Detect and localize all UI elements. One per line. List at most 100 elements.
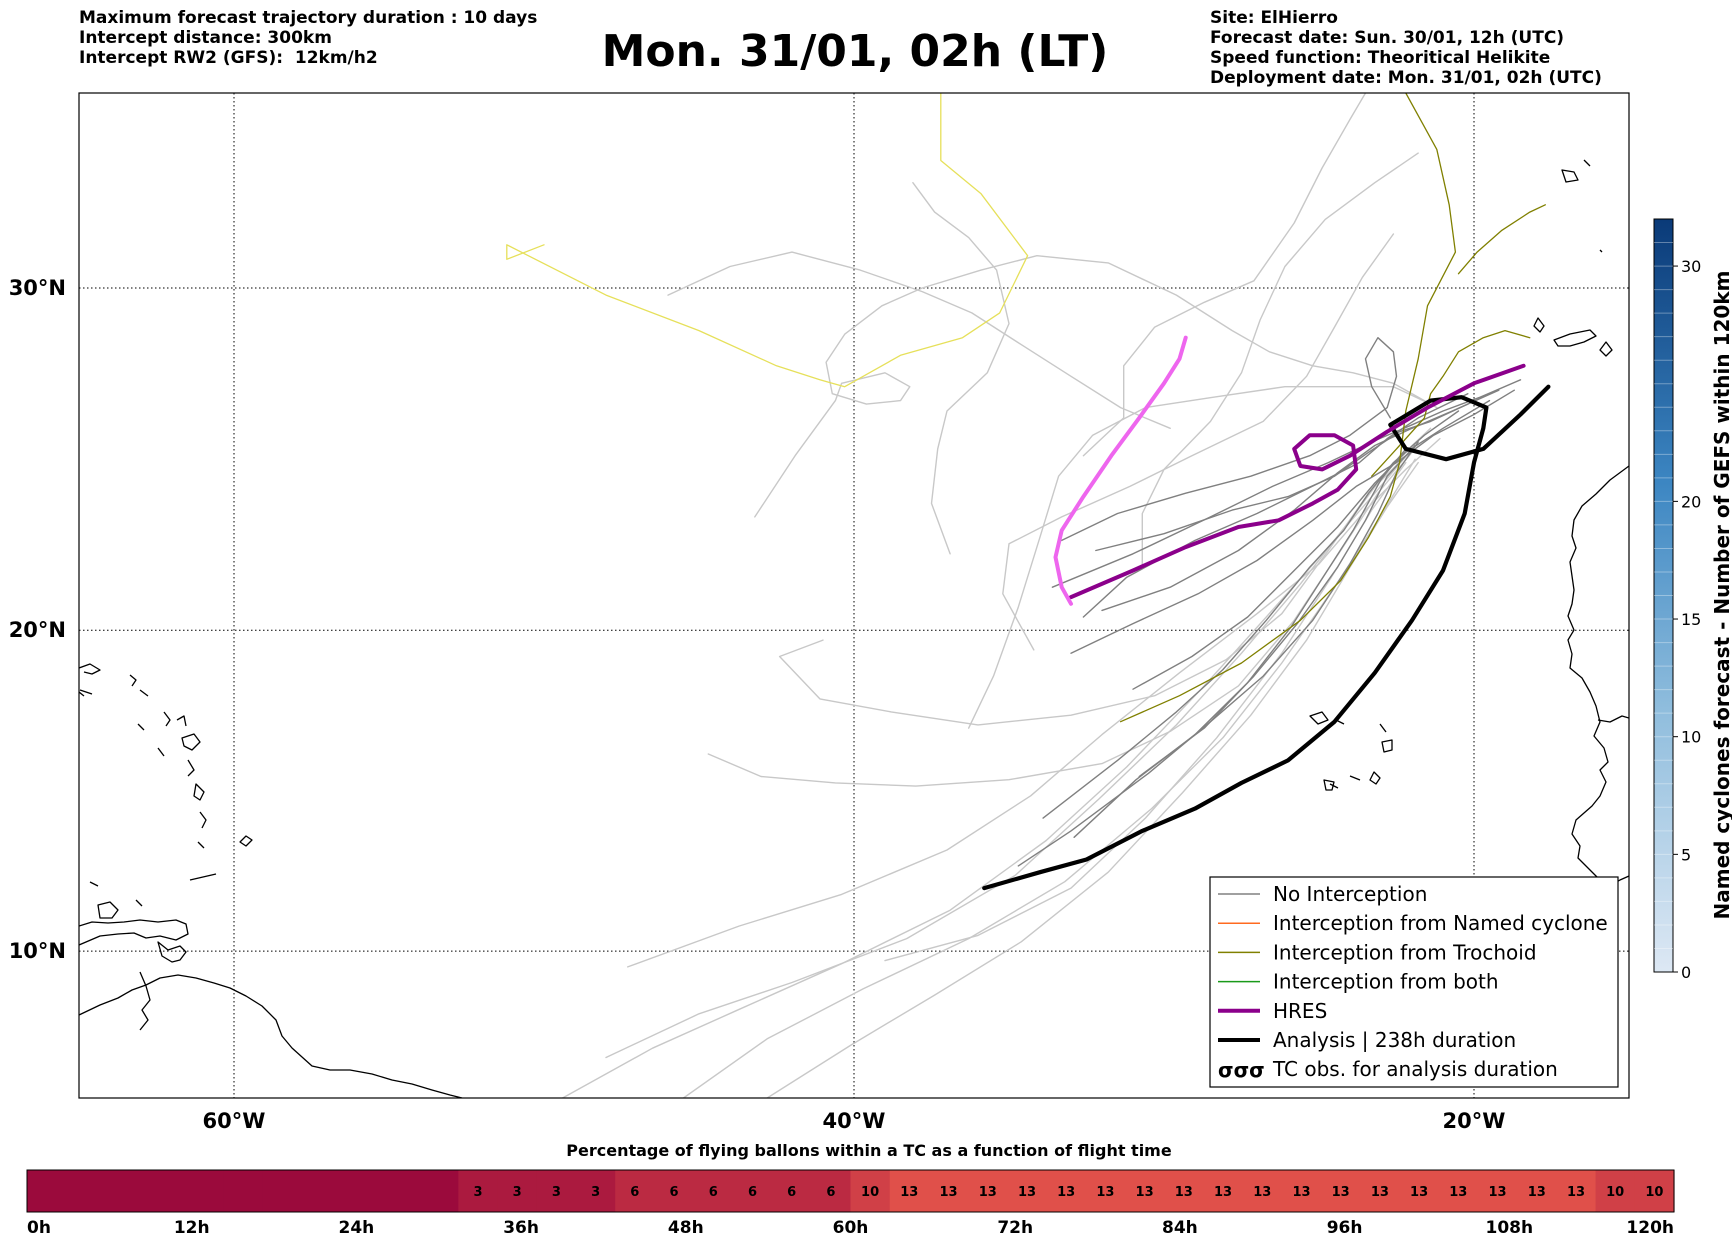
track-no-interception-light	[707, 451, 1413, 787]
time-tick-label: 96h	[1327, 1218, 1363, 1238]
page-title: Mon. 31/01, 02h (LT)	[601, 26, 1109, 77]
time-strip-cell	[1360, 1170, 1401, 1212]
time-strip-cell	[458, 1170, 499, 1212]
time-strip-cell	[772, 1170, 812, 1212]
header-left-line-1: Maximum forecast trajectory duration : 1…	[79, 8, 538, 28]
time-strip-frame	[26, 1169, 1675, 1213]
trajectory-tracks	[506, 93, 1551, 1098]
time-strip-cell	[1281, 1170, 1322, 1212]
time-strip-value: 13	[1449, 1185, 1467, 1200]
time-strip-value: 3	[552, 1185, 561, 1200]
time-strip-value: 13	[1332, 1185, 1350, 1200]
header-left-line-3: Intercept RW2 (GFS): 12km/h2	[79, 48, 378, 68]
legend-interception-from-both-label: Interception from both	[1273, 970, 1499, 994]
x-tick-label: 40°W	[823, 1109, 886, 1133]
track-no-interception	[1017, 441, 1419, 867]
time-strip-cell	[27, 1170, 67, 1212]
time-strip-cell	[850, 1170, 891, 1212]
time-strip-value: 6	[669, 1185, 678, 1200]
time-strip-value: 3	[513, 1185, 522, 1200]
track-no-interception	[1070, 389, 1515, 654]
time-strip-value: 13	[939, 1185, 957, 1200]
time-strip-value: 13	[900, 1185, 918, 1200]
time-strip-value: 13	[1253, 1185, 1271, 1200]
time-strip-value: 13	[1057, 1185, 1075, 1200]
time-strip-cell	[262, 1170, 303, 1212]
y-tick-label: 30°N	[9, 276, 66, 300]
header-right-line-3: Speed function: Theoritical Helikite	[1210, 48, 1551, 68]
time-tick-label: 0h	[27, 1218, 51, 1238]
time-strip-cells: 3 3 3 3 6 6 6 6 6 6 10 13 13 13 13 13 13 13 13 13 13 13 13 13 13…	[27, 1170, 1675, 1212]
time-strip-cell	[968, 1170, 1008, 1212]
time-strip-value: 6	[787, 1185, 796, 1200]
time-tick-label: 48h	[668, 1218, 704, 1238]
time-strip-cell	[223, 1170, 263, 1212]
time-strip-cell	[1203, 1170, 1244, 1212]
time-strip-cell	[144, 1170, 185, 1212]
time-strip-value: 10	[1606, 1185, 1624, 1200]
time-strip-cell	[419, 1170, 459, 1212]
track-no-interception-light	[912, 182, 1010, 555]
time-strip-value: 13	[1018, 1185, 1036, 1200]
time-strip-cell	[66, 1170, 107, 1212]
colorbar-tick-label: 15	[1681, 610, 1701, 629]
colorbar-ticks: 0 5 10 15 20 30	[1654, 242, 1701, 982]
track-analysis-238h-duration	[982, 384, 1551, 891]
time-strip-value: 13	[1567, 1185, 1585, 1200]
header-right-info: Site: ElHierro Forecast date: Sun. 30/01…	[1210, 8, 1602, 88]
time-tick-label: 120h	[1626, 1218, 1674, 1238]
track-no-interception-light	[1002, 233, 1395, 651]
track-interception-from-trochoid	[1371, 329, 1531, 477]
track-no-interception-light	[627, 437, 1441, 968]
track-no-interception	[1051, 379, 1522, 588]
time-tick-label: 84h	[1162, 1218, 1198, 1238]
time-strip-value: 6	[826, 1185, 835, 1200]
header-right-line-2: Forecast date: Sun. 30/01, 12h (UTC)	[1210, 28, 1565, 48]
time-strip-value: 3	[473, 1185, 482, 1200]
colorbar-title: Named cyclones forecast - Number of GEFS…	[1710, 271, 1732, 920]
time-strip-value: 13	[1096, 1185, 1114, 1200]
time-strip-cell	[1242, 1170, 1283, 1212]
time-strip-value: 13	[979, 1185, 997, 1200]
track-hres	[1069, 363, 1526, 600]
colorbar-tick-label: 0	[1681, 963, 1691, 982]
map-frame	[78, 92, 1630, 1099]
track-no-interception	[1082, 393, 1469, 618]
time-strip-cell	[693, 1170, 734, 1212]
gefs-colorbar: 0 5 10 15 20 30 Named cyclones forecast - Num…	[1653, 218, 1732, 982]
time-strip-value: 13	[1136, 1185, 1154, 1200]
time-strip-cell	[615, 1170, 656, 1212]
time-strip-value: 6	[709, 1185, 718, 1200]
time-strip-value: 6	[630, 1185, 639, 1200]
track-no-interception	[1061, 337, 1398, 542]
track-interception-from-trochoid	[1457, 204, 1546, 275]
legend-tc-obs-for-analysis-duration-label: TC obs. for analysis duration	[1272, 1057, 1558, 1081]
track-no-interception-light	[667, 251, 1171, 429]
track-no-interception	[1042, 410, 1460, 819]
time-strip-cell	[576, 1170, 616, 1212]
time-strip-cell	[183, 1170, 224, 1212]
time-strip-cell	[536, 1170, 577, 1212]
time-strip-cell	[1085, 1170, 1126, 1212]
track-no-interception-light	[1141, 152, 1419, 568]
track-yellow-track	[506, 93, 1029, 388]
track-hres-late-segment	[1053, 335, 1188, 606]
time-strip-value: 3	[591, 1185, 600, 1200]
time-strip-value: 13	[1371, 1185, 1389, 1200]
time-strip-cell	[811, 1170, 852, 1212]
time-tick-label: 36h	[503, 1218, 539, 1238]
time-strip-cell	[732, 1170, 773, 1212]
time-strip-cell	[1634, 1170, 1675, 1212]
time-strip-cell	[301, 1170, 342, 1212]
time-strip-cell	[1477, 1170, 1518, 1212]
x-tick-label: 20°W	[1443, 1109, 1506, 1133]
map-axis-ticks: 60°W 40°W 20°W 30°N 20°N 10°N	[9, 276, 1506, 1133]
time-strip-cell	[1517, 1170, 1557, 1212]
time-tick-label: 72h	[997, 1218, 1033, 1238]
header-left-info: Maximum forecast trajectory duration : 1…	[79, 8, 537, 68]
time-strip: Percentage of flying ballons within a TC…	[26, 1141, 1675, 1238]
track-no-interception-light	[754, 255, 1438, 518]
legend-box	[1209, 876, 1619, 1088]
time-tick-label: 108h	[1486, 1218, 1534, 1238]
time-strip-cell	[379, 1170, 420, 1212]
